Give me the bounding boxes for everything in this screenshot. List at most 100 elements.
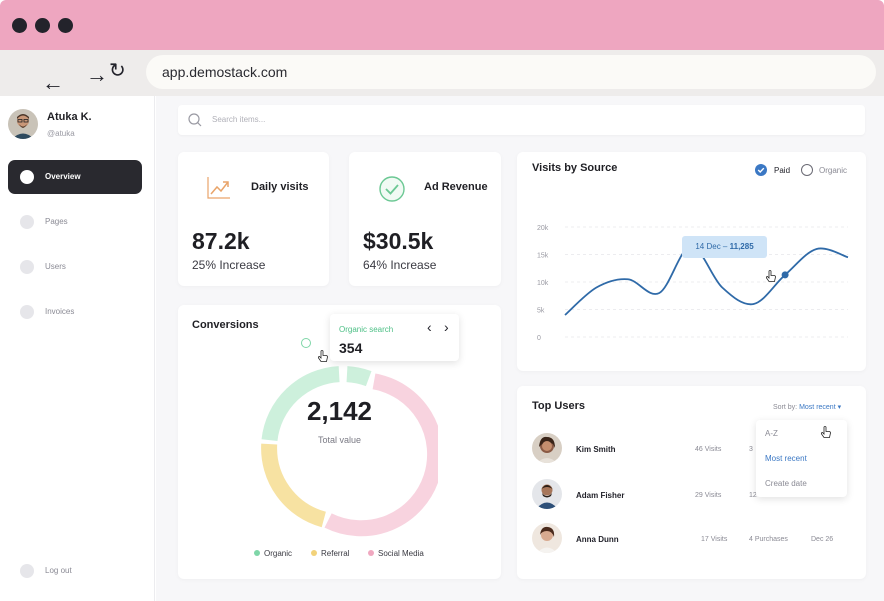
sort-option-create-date[interactable]: Create date	[765, 479, 807, 488]
tooltip-value: 354	[339, 340, 363, 356]
back-arrow-icon[interactable]: ←	[42, 70, 64, 95]
user-row-name: Adam Fisher	[576, 491, 625, 500]
sidebar-item-label: Pages	[45, 217, 68, 226]
sidebar-item-label: Overview	[45, 172, 81, 181]
user-row-purchases: 4 Purchases	[749, 536, 788, 543]
y-tick-label: 10k	[537, 280, 549, 287]
sort-by-control[interactable]: Sort by: Most recent ▾	[773, 403, 841, 411]
daily-visits-title: Daily visits	[251, 181, 309, 193]
paid-checkbox-icon[interactable]	[755, 164, 767, 176]
user-row-visits: 17 Visits	[701, 536, 728, 543]
series-line-paid	[564, 245, 849, 316]
organic-radio-icon[interactable]	[801, 164, 813, 176]
sort-option-a-z[interactable]: A-Z	[765, 429, 778, 438]
window-minimize-dot[interactable]	[35, 18, 50, 33]
legend-label-referral: Referral	[321, 549, 350, 558]
logout-button[interactable]: Log out	[8, 554, 142, 588]
legend-label-social-media: Social Media	[378, 549, 424, 558]
tooltip-prev-button[interactable]: ‹	[427, 319, 432, 335]
visits-line-chart: 20k 15k 10k 5k 0	[537, 225, 849, 342]
check-circle-icon	[379, 176, 405, 202]
logout-icon	[20, 564, 34, 578]
sort-by-prefix: Sort by:	[773, 404, 800, 411]
users-icon	[20, 260, 34, 274]
y-tick-label: 15k	[537, 253, 549, 260]
sort-option-most-recent[interactable]: Most recent	[765, 454, 807, 463]
paid-label: Paid	[774, 166, 791, 175]
tooltip-label: Organic search	[339, 325, 394, 334]
browser-toolbar: ← → ↻ app.demostack.com	[0, 50, 884, 96]
window-maximize-dot[interactable]	[58, 18, 73, 33]
y-tick-label: 5k	[537, 308, 545, 315]
daily-visits-change: 25% Increase	[192, 258, 266, 272]
window-close-dot[interactable]	[12, 18, 27, 33]
invoices-icon	[20, 305, 34, 319]
sidebar: Atuka K. @atuka Overview Pages Users Inv…	[0, 96, 155, 601]
donut-segment-organic-end	[346, 366, 372, 387]
search-bar[interactable]: Search items...	[178, 105, 865, 135]
address-bar[interactable]: app.demostack.com	[146, 55, 876, 89]
sidebar-item-users[interactable]: Users	[8, 250, 142, 284]
highlighted-data-point[interactable]	[781, 271, 789, 279]
search-icon	[188, 113, 202, 127]
conversions-total-label: Total value	[317, 435, 362, 445]
daily-visits-value: 87.2k	[192, 228, 250, 254]
conversions-title: Conversions	[192, 319, 259, 331]
top-users-title: Top Users	[532, 400, 585, 412]
user-row-visits: 29 Visits	[695, 492, 722, 499]
ad-revenue-card: Ad Revenue $30.5k 64% Increase	[349, 152, 501, 286]
conversions-total: 2,142	[306, 396, 373, 426]
sidebar-item-label: Invoices	[45, 307, 75, 316]
organic-search-tooltip: Organic search 354 ‹ ›	[330, 314, 459, 361]
legend-label-organic: Organic	[264, 549, 293, 558]
user-row-purchases: 12	[749, 492, 757, 499]
line-tooltip-value: 11,285	[729, 242, 754, 251]
daily-visits-card: Daily visits 87.2k 25% Increase	[178, 152, 329, 286]
sidebar-item-overview[interactable]: Overview	[8, 160, 142, 194]
donut-segment-referral	[261, 443, 327, 528]
y-tick-label: 20k	[537, 225, 549, 232]
user-row-name: Anna Dunn	[576, 535, 619, 544]
donut-hover-marker[interactable]	[301, 338, 311, 348]
user-name: Atuka K.	[47, 111, 92, 123]
sort-dropdown-menu: A-Z Most recent Create date	[756, 420, 847, 497]
y-tick-label: 0	[537, 335, 541, 342]
search-input[interactable]: Search items...	[212, 115, 266, 124]
sort-by-value: Most recent	[799, 404, 836, 411]
ad-revenue-change: 64% Increase	[363, 258, 437, 272]
sidebar-item-pages[interactable]: Pages	[8, 205, 142, 239]
logout-label: Log out	[45, 566, 72, 575]
user-row-visits: 46 Visits	[695, 446, 722, 453]
overview-icon	[20, 170, 34, 184]
user-row-purchases: 3	[749, 446, 753, 453]
user-handle: @atuka	[47, 129, 75, 138]
avatar[interactable]	[532, 479, 562, 509]
visits-by-source-card: Visits by Source Paid Organic 20k 15k 10k 5…	[517, 152, 866, 371]
forward-arrow-icon[interactable]: →	[86, 62, 108, 87]
reload-icon[interactable]: ↻	[109, 60, 126, 82]
trend-up-icon	[207, 177, 230, 199]
pointer-cursor-icon	[317, 350, 328, 362]
visits-by-source-title: Visits by Source	[532, 162, 618, 174]
avatar[interactable]	[532, 433, 562, 463]
ad-revenue-value: $30.5k	[363, 228, 434, 254]
chevron-down-icon: ▾	[837, 404, 842, 411]
sidebar-item-invoices[interactable]: Invoices	[8, 295, 142, 329]
sidebar-item-label: Users	[45, 262, 66, 271]
dropdown-pointer-cursor-icon	[820, 426, 831, 438]
line-tooltip-date: 14 Dec –	[695, 242, 730, 251]
pages-icon	[20, 215, 34, 229]
legend-dot-organic	[254, 550, 260, 556]
legend-dot-social-media	[368, 550, 374, 556]
donut-segment-social-media	[324, 373, 438, 537]
tooltip-next-button[interactable]: ›	[444, 319, 449, 335]
avatar[interactable]	[532, 523, 562, 553]
line-pointer-cursor-icon	[765, 270, 776, 282]
legend-dot-referral	[311, 550, 317, 556]
donut-chart	[261, 366, 438, 537]
user-avatar[interactable]	[8, 109, 38, 139]
ad-revenue-title: Ad Revenue	[424, 181, 488, 193]
user-row-name: Kim Smith	[576, 445, 616, 454]
line-chart-tooltip: 14 Dec – 11,285	[682, 236, 767, 258]
user-row-date: Dec 26	[811, 536, 834, 543]
